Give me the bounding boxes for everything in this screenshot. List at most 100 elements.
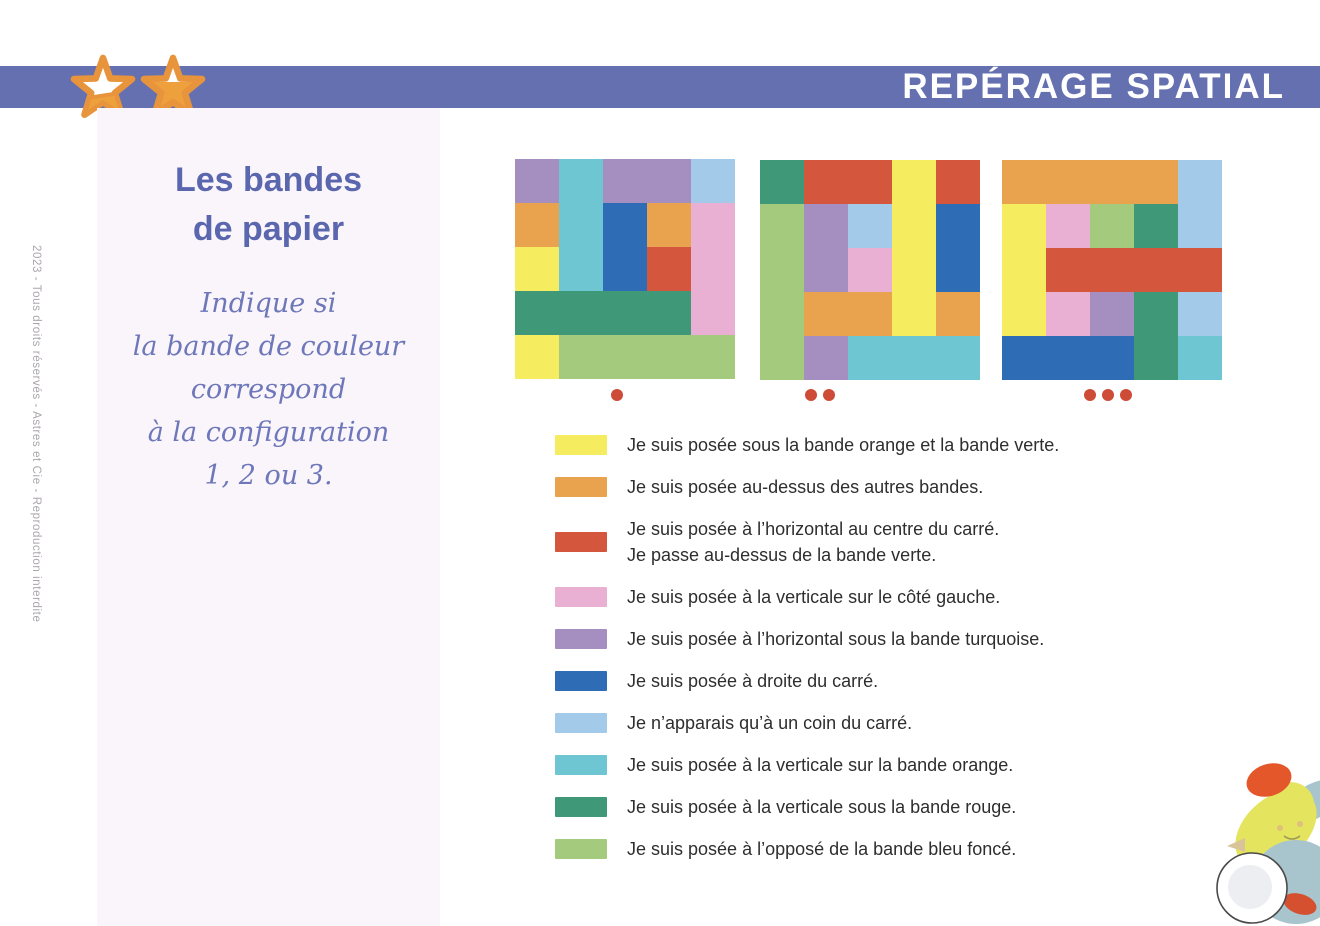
yellow-strip	[892, 160, 936, 336]
legend-text: Je suis posée à la verticale sous la ban…	[627, 794, 1016, 820]
handwritten-instruction: Indique si la bande de couleur correspon…	[97, 282, 440, 497]
darkblue-strip	[603, 203, 647, 291]
legend-text-line: Je suis posée sous la bande orange et la…	[627, 435, 1060, 455]
configuration-3-grid	[1002, 160, 1222, 380]
instruction-line: 1, 2 ou 3.	[204, 460, 333, 491]
orange-strip	[936, 292, 980, 336]
legend-text-line: Je suis posée à la verticale sous la ban…	[627, 797, 1017, 817]
legend-row: Je suis posée à droite du carré.	[555, 668, 1215, 694]
legend-text-line: Je suis posée au-dessus des autres bande…	[627, 477, 984, 497]
red-strip	[1046, 248, 1222, 292]
legend-row: Je suis posée à la verticale sur la band…	[555, 752, 1215, 778]
purple-strip	[804, 204, 848, 292]
legend-row: Je suis posée à la verticale sous la ban…	[555, 794, 1215, 820]
legend-row: Je suis posée au-dessus des autres bande…	[555, 474, 1215, 500]
green-strip	[515, 291, 691, 335]
dot-icon	[611, 389, 623, 401]
activity-title-line2: de papier	[192, 210, 345, 248]
orange-strip	[515, 203, 559, 247]
purple-strip	[1090, 292, 1134, 336]
legend-row: Je suis posée sous la bande orange et la…	[555, 432, 1215, 458]
darkblue-strip	[936, 204, 980, 292]
lightblue-strip	[1178, 292, 1222, 336]
legend-text-line: Je suis posée à l’opposé de la bande ble…	[627, 839, 1017, 859]
yellow-swatch	[555, 435, 607, 455]
purple-strip	[515, 159, 559, 203]
dot-icon	[1120, 389, 1132, 401]
activity-title: Les bandes de papier	[97, 156, 440, 254]
turquoise-strip	[1178, 336, 1222, 380]
instruction-line: à la configuration	[147, 417, 390, 448]
legend-text-line: Je suis posée à l’horizontal au centre d…	[627, 519, 1000, 539]
legend-text-line: Je suis posée à la verticale sur le côté…	[627, 587, 1001, 607]
lightblue-swatch	[555, 713, 607, 733]
pink-strip	[848, 248, 892, 292]
instruction-line: correspond	[190, 374, 347, 405]
legend-row: Je suis posée à l’horizontal sous la ban…	[555, 626, 1215, 652]
yellow-strip	[1002, 204, 1046, 336]
dot-icon	[1084, 389, 1096, 401]
copyright-text: 2023 - Tous droits réservés - Astres et …	[30, 245, 42, 623]
legend-text: Je suis posée à droite du carré.	[627, 668, 878, 694]
pink-strip	[691, 203, 735, 335]
instruction-panel: Les bandes de papier Indique si la bande …	[97, 108, 440, 926]
legend-row: Je suis posée à la verticale sur le côté…	[555, 584, 1215, 610]
orange-swatch	[555, 477, 607, 497]
lightblue-strip	[1178, 160, 1222, 248]
legend-text-line: Je suis posée à l’horizontal sous la ban…	[627, 629, 1045, 649]
red-strip	[647, 247, 691, 291]
pink-strip	[1046, 204, 1090, 248]
green-strip	[1134, 204, 1178, 380]
yellow-strip	[515, 247, 559, 291]
configuration-2-dots	[710, 389, 930, 401]
pear-mascot-illustration	[1216, 763, 1320, 924]
legend-row: Je suis posée à l’horizontal au centre d…	[555, 516, 1215, 568]
instruction-line: Indique si	[200, 288, 337, 319]
instruction-line: la bande de couleur	[132, 331, 405, 362]
orange-strip	[647, 203, 691, 247]
purple-strip	[603, 159, 691, 203]
legend-text: Je suis posée sous la bande orange et la…	[627, 432, 1059, 458]
red-strip	[936, 160, 980, 204]
legend-text: Je suis posée à la verticale sur le côté…	[627, 584, 1000, 610]
purple-swatch	[555, 629, 607, 649]
legend-row: Je suis posée à l’opposé de la bande ble…	[555, 836, 1215, 862]
legend-row: Je n’apparais qu’à un coin du carré.	[555, 710, 1215, 736]
legend-text-line: Je passe au-dessus de la bande verte.	[627, 545, 937, 565]
difficulty-stars	[70, 54, 206, 120]
legend-text: Je suis posée à l’horizontal au centre d…	[627, 516, 999, 568]
lightgreen-strip	[1090, 204, 1134, 248]
legend-text-line: Je suis posée à droite du carré.	[627, 671, 879, 691]
legend-text: Je suis posée à l’horizontal sous la ban…	[627, 626, 1044, 652]
legend-text: Je n’apparais qu’à un coin du carré.	[627, 710, 912, 736]
orange-strip	[1002, 160, 1178, 204]
dot-icon	[823, 389, 835, 401]
turquoise-swatch	[555, 755, 607, 775]
red-strip	[804, 160, 892, 204]
header-bar: REPÉRAGE SPATIAL	[0, 54, 1320, 119]
dot-icon	[805, 389, 817, 401]
lightgreen-swatch	[555, 839, 607, 859]
star-half-filled-icon	[140, 54, 206, 119]
darkblue-swatch	[555, 671, 607, 691]
activity-title-line1: Les bandes	[174, 161, 363, 199]
orange-strip	[804, 292, 892, 336]
configuration-2-grid	[760, 160, 980, 380]
turquoise-strip	[559, 159, 603, 291]
legend-text: Je suis posée à l’opposé de la bande ble…	[627, 836, 1016, 862]
configuration-1-dots	[507, 389, 727, 401]
lightblue-strip	[691, 159, 735, 203]
legend-text: Je suis posée au-dessus des autres bande…	[627, 474, 983, 500]
lightblue-strip	[848, 204, 892, 248]
purple-strip	[804, 336, 848, 380]
pink-strip	[1046, 292, 1090, 336]
green-swatch	[555, 797, 607, 817]
lightgreen-strip	[760, 204, 804, 380]
lightgreen-strip	[559, 335, 735, 379]
page-title: REPÉRAGE SPATIAL	[902, 67, 1285, 106]
legend-text: Je suis posée à la verticale sur la band…	[627, 752, 1013, 778]
legend-text-line: Je n’apparais qu’à un coin du carré.	[627, 713, 913, 733]
configuration-3-dots	[998, 389, 1218, 401]
legend: Je suis posée sous la bande orange et la…	[555, 432, 1215, 878]
